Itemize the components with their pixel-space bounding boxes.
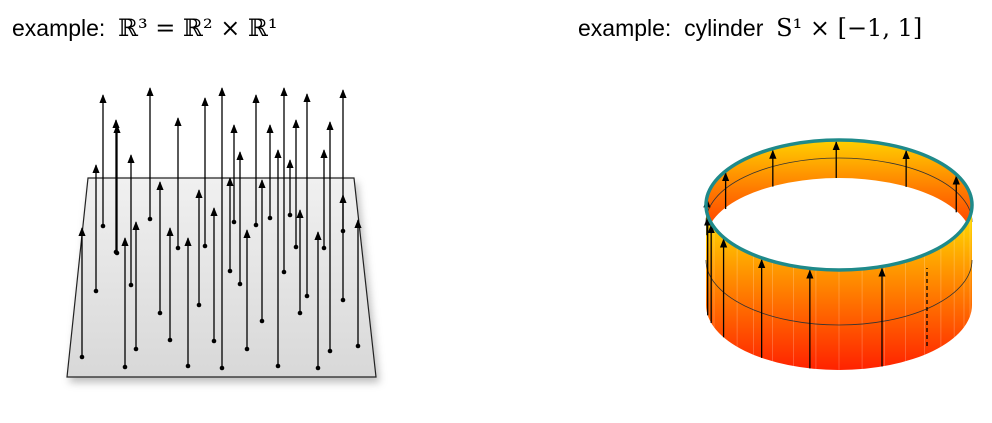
right-caption: example: cylinder S¹ × [−1, 1] xyxy=(578,14,922,42)
vector-base-point xyxy=(287,212,293,218)
cylinder-figure xyxy=(703,138,974,370)
vector-base-point xyxy=(196,302,202,308)
vector-base-point xyxy=(327,348,333,354)
vector-base-point xyxy=(321,245,327,251)
vector-base-point xyxy=(175,245,181,251)
vector-base-point xyxy=(147,216,153,222)
vector-base-point xyxy=(340,297,346,303)
vector-base-point xyxy=(113,249,119,255)
vector-base-point xyxy=(281,269,287,275)
left-caption-formula: ℝ³ = ℝ² × ℝ¹ xyxy=(118,14,278,42)
vector-base-point xyxy=(267,215,273,221)
vector-base-point xyxy=(211,338,217,344)
plane-vectors xyxy=(78,87,362,371)
vector-base-point xyxy=(315,365,321,371)
cylinder-inner-midline xyxy=(705,157,973,223)
vector-base-point xyxy=(297,310,303,316)
vector-base-point xyxy=(253,222,259,228)
vector-base-point xyxy=(304,293,310,299)
vector-base-point xyxy=(133,346,139,352)
vector-base-point xyxy=(100,223,106,229)
cylinder-inner-wall xyxy=(706,140,972,240)
vector-base-point xyxy=(202,243,208,249)
vector-base-point xyxy=(167,337,173,343)
right-caption-formula: S¹ × [−1, 1] xyxy=(776,14,923,42)
right-caption-name: cylinder xyxy=(684,15,764,41)
vector-base-point xyxy=(231,219,237,225)
left-caption-prefix: example: xyxy=(12,15,106,41)
vector-base-point xyxy=(340,228,346,234)
vector-base-point xyxy=(227,268,233,274)
cylinder-outer-midline xyxy=(705,259,973,326)
vector-base-point xyxy=(79,354,85,360)
vector-base-point xyxy=(237,281,243,287)
vector-base-point xyxy=(244,346,250,352)
vector-base-point xyxy=(219,365,225,371)
left-caption: example: ℝ³ = ℝ² × ℝ¹ xyxy=(12,14,278,42)
vector-base-point xyxy=(128,282,134,288)
vector-base-point xyxy=(122,364,128,370)
right-caption-prefix: example: xyxy=(578,15,672,41)
plane-figure xyxy=(66,87,377,378)
cylinder-outer-wall xyxy=(706,205,972,370)
vector-base-point xyxy=(275,363,281,369)
vector-base-point xyxy=(93,288,99,294)
vector-base-point xyxy=(157,310,163,316)
vector-base-point xyxy=(259,318,265,324)
cylinder-rim xyxy=(704,138,974,272)
vector-base-point xyxy=(185,363,191,369)
vector-base-point xyxy=(355,343,361,349)
vector-base-point xyxy=(293,244,299,250)
cylinder-grid xyxy=(707,216,971,370)
